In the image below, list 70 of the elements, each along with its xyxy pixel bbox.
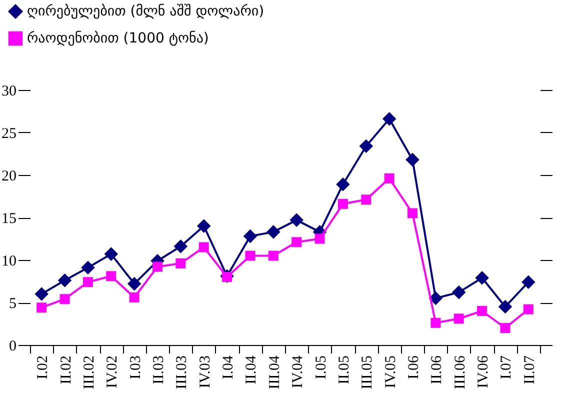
point <box>314 234 325 244</box>
point <box>36 302 47 313</box>
x-tick-label: III.06 <box>452 355 468 390</box>
point <box>361 194 372 205</box>
x-tick-label: IV.04 <box>290 355 306 388</box>
point <box>245 250 256 261</box>
point <box>292 237 302 248</box>
point <box>406 152 420 167</box>
x-tick-label: I.06 <box>406 355 422 380</box>
legend-label: ღირებულებით (მლნ აშშ დოლარი) <box>27 4 264 20</box>
x-tick-label: II.02 <box>58 356 74 384</box>
point <box>198 242 209 252</box>
x-tick-label: I.03 <box>128 356 144 380</box>
point <box>196 219 211 233</box>
x-tick-label: IV.05 <box>382 356 399 388</box>
y-tick-label: 15 <box>2 211 16 227</box>
point <box>522 275 536 289</box>
point <box>129 292 140 302</box>
point <box>384 173 394 184</box>
y-tick-label: 0 <box>9 338 16 354</box>
point <box>176 258 186 268</box>
x-tick-label: III.03 <box>174 356 190 390</box>
point <box>382 112 396 126</box>
point <box>338 198 348 209</box>
point <box>454 314 464 324</box>
point <box>34 287 48 301</box>
x-tick-label: I.05 <box>313 356 330 380</box>
x-tick-label: IV.06 <box>476 355 492 388</box>
point <box>523 304 534 314</box>
x-tick-label: III.04 <box>266 355 283 390</box>
point <box>106 271 116 282</box>
point <box>408 208 418 218</box>
point <box>452 285 466 300</box>
point <box>268 250 278 261</box>
point <box>290 213 304 227</box>
point <box>127 276 142 291</box>
point <box>336 177 350 192</box>
x-tick-label: IV.02 <box>104 356 121 388</box>
point <box>82 277 93 288</box>
point <box>477 306 488 316</box>
x-tick-label: II.07 <box>522 355 538 384</box>
point <box>60 294 70 304</box>
x-tick-label: II.05 <box>336 356 352 384</box>
point <box>430 318 441 328</box>
point <box>104 247 118 261</box>
y-tick-label: 5 <box>9 296 16 312</box>
point <box>174 240 188 254</box>
x-tick-label: III.05 <box>360 356 376 390</box>
y-tick-label: 25 <box>2 126 16 142</box>
point <box>58 274 72 288</box>
x-tick-label: II.06 <box>429 355 446 384</box>
x-tick-label: I.04 <box>220 355 237 380</box>
x-tick-label: II.03 <box>151 356 167 384</box>
point <box>475 270 489 285</box>
point <box>500 323 510 333</box>
y-tick-label: 10 <box>2 254 16 270</box>
x-tick-label: I.07 <box>498 355 515 380</box>
point <box>243 229 258 244</box>
point <box>266 225 280 239</box>
x-tick-label: II.04 <box>244 355 260 384</box>
y-tick-label: 30 <box>2 84 16 100</box>
point <box>359 139 374 153</box>
x-tick-label: III.02 <box>81 356 98 390</box>
y-tick-label: 20 <box>2 168 16 184</box>
point <box>81 260 95 275</box>
point <box>498 300 512 314</box>
point <box>152 262 162 272</box>
legend-label: რაოდენობით (1000 ტონა) <box>27 30 209 46</box>
x-tick-label: I.02 <box>35 356 52 380</box>
x-tick-label: IV.03 <box>197 356 214 388</box>
